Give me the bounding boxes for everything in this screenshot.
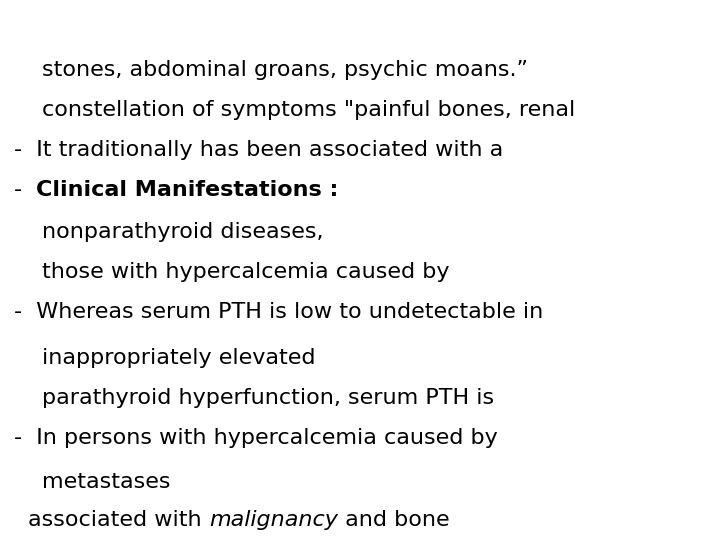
Text: In persons with hypercalcemia caused by: In persons with hypercalcemia caused by [22, 428, 498, 448]
Text: -: - [14, 180, 22, 200]
Text: nonparathyroid diseases,: nonparathyroid diseases, [42, 222, 323, 242]
Text: constellation of symptoms "painful bones, renal: constellation of symptoms "painful bones… [42, 100, 575, 120]
Text: -: - [14, 140, 22, 160]
Text: It traditionally has been associated with a: It traditionally has been associated wit… [22, 140, 503, 160]
Text: associated with: associated with [28, 510, 209, 530]
Text: Clinical Manifestations :: Clinical Manifestations : [37, 180, 338, 200]
Text: malignancy: malignancy [209, 510, 338, 530]
Text: stones, abdominal groans, psychic moans.”: stones, abdominal groans, psychic moans.… [42, 60, 528, 80]
Text: metastases: metastases [42, 472, 171, 492]
Text: those with hypercalcemia caused by: those with hypercalcemia caused by [42, 262, 449, 282]
Text: Whereas serum PTH is low to undetectable in: Whereas serum PTH is low to undetectable… [22, 302, 544, 322]
Text: -: - [14, 302, 22, 322]
Text: -: - [14, 428, 22, 448]
Text: inappropriately elevated: inappropriately elevated [42, 348, 315, 368]
Text: parathyroid hyperfunction, serum PTH is: parathyroid hyperfunction, serum PTH is [42, 388, 494, 408]
Text: and bone: and bone [338, 510, 449, 530]
